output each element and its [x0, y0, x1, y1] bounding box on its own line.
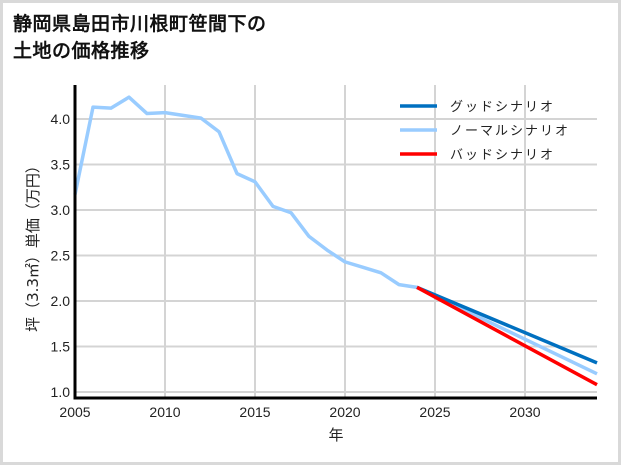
- series-line: [416, 285, 598, 365]
- y-tick-label: 3.5: [51, 157, 71, 173]
- x-tick-label: 2020: [329, 404, 360, 420]
- data-lines: [73, 95, 598, 387]
- x-axis-ticks: 2005 2010 2015 2020 2025 2030: [59, 404, 540, 420]
- y-tick-label: 4.0: [51, 111, 71, 127]
- series-line: [73, 95, 598, 376]
- title-line-1: 静岡県島田市川根町笹間下の: [13, 13, 267, 35]
- title-line-2: 土地の価格推移: [13, 40, 150, 62]
- legend-item: ノーマルシナリオ: [400, 124, 570, 139]
- y-tick-label: 2.5: [51, 248, 71, 264]
- y-tick-label: 3.0: [51, 202, 71, 218]
- x-tick-label: 2025: [419, 404, 450, 420]
- y-axis-label: 坪（3.3㎡）単価（万円）: [24, 158, 42, 332]
- x-axis-label: 年: [328, 426, 343, 444]
- x-tick-label: 2010: [149, 404, 180, 420]
- legend-label: グッドシナリオ: [450, 100, 555, 115]
- x-tick-label: 2030: [509, 404, 540, 420]
- x-tick-label: 2005: [59, 404, 90, 420]
- legend-label: ノーマルシナリオ: [450, 124, 570, 139]
- y-tick-label: 1.5: [51, 339, 71, 355]
- chart-title: 静岡県島田市川根町笹間下の 土地の価格推移: [13, 11, 267, 65]
- axes: [73, 85, 597, 400]
- legend-label: バッドシナリオ: [450, 148, 555, 163]
- y-tick-label: 1.0: [51, 384, 71, 400]
- x-tick-label: 2015: [239, 404, 270, 420]
- legend-item: グッドシナリオ: [400, 100, 555, 115]
- y-tick-label: 2.0: [51, 293, 71, 309]
- legend-item: バッドシナリオ: [400, 148, 555, 163]
- y-axis-ticks: 1.0 1.5 2.0 2.5 3.0 3.5 4.0: [51, 111, 71, 400]
- series-line: [416, 285, 598, 387]
